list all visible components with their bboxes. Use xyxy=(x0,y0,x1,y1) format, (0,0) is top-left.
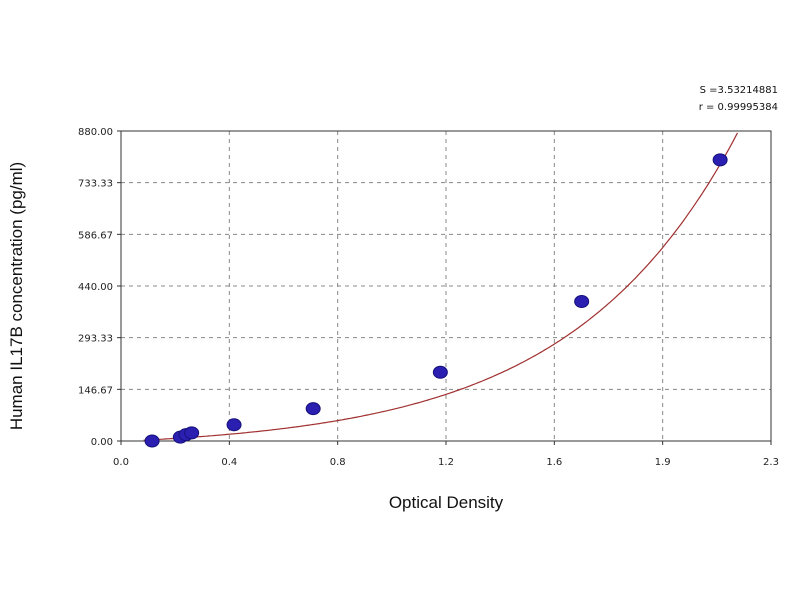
y-tick-label: 586.67 xyxy=(78,230,113,241)
fit-statistic-r: r = 0.99995384 xyxy=(699,102,778,113)
x-tick-label: 2.3 xyxy=(763,457,779,468)
data-point xyxy=(184,426,200,440)
grid-lines xyxy=(121,131,771,441)
y-axis-ticks: 0.00 146.67 293.33 440.00 586.67 733.33 880.00 xyxy=(78,127,121,448)
y-tick-label: 880.00 xyxy=(78,127,113,138)
x-tick-label: 1.2 xyxy=(438,457,454,468)
fit-statistic-s: S =3.53214881 xyxy=(700,85,778,96)
data-point xyxy=(305,402,321,416)
data-point xyxy=(712,153,728,167)
data-point xyxy=(144,434,160,448)
data-point xyxy=(432,365,448,379)
data-points xyxy=(144,153,728,448)
fit-curve xyxy=(143,132,739,441)
y-tick-label: 440.00 xyxy=(78,282,113,293)
x-axis-label: Optical Density xyxy=(389,493,504,512)
y-tick-label: 0.00 xyxy=(91,437,113,448)
y-tick-label: 146.67 xyxy=(78,385,113,396)
x-axis-ticks: 0.0 0.4 0.8 1.2 1.6 1.9 2.3 xyxy=(113,441,779,468)
data-point xyxy=(574,295,590,308)
x-tick-label: 0.8 xyxy=(330,457,346,468)
data-point xyxy=(226,418,242,432)
x-tick-label: 1.9 xyxy=(655,457,671,468)
y-axis-label: Human IL17B concentration (pg/ml) xyxy=(7,162,26,430)
x-tick-label: 0.0 xyxy=(113,457,129,468)
y-tick-label: 293.33 xyxy=(78,334,113,345)
x-tick-label: 0.4 xyxy=(221,457,237,468)
x-tick-label: 1.6 xyxy=(546,457,562,468)
y-tick-label: 733.33 xyxy=(78,179,113,190)
